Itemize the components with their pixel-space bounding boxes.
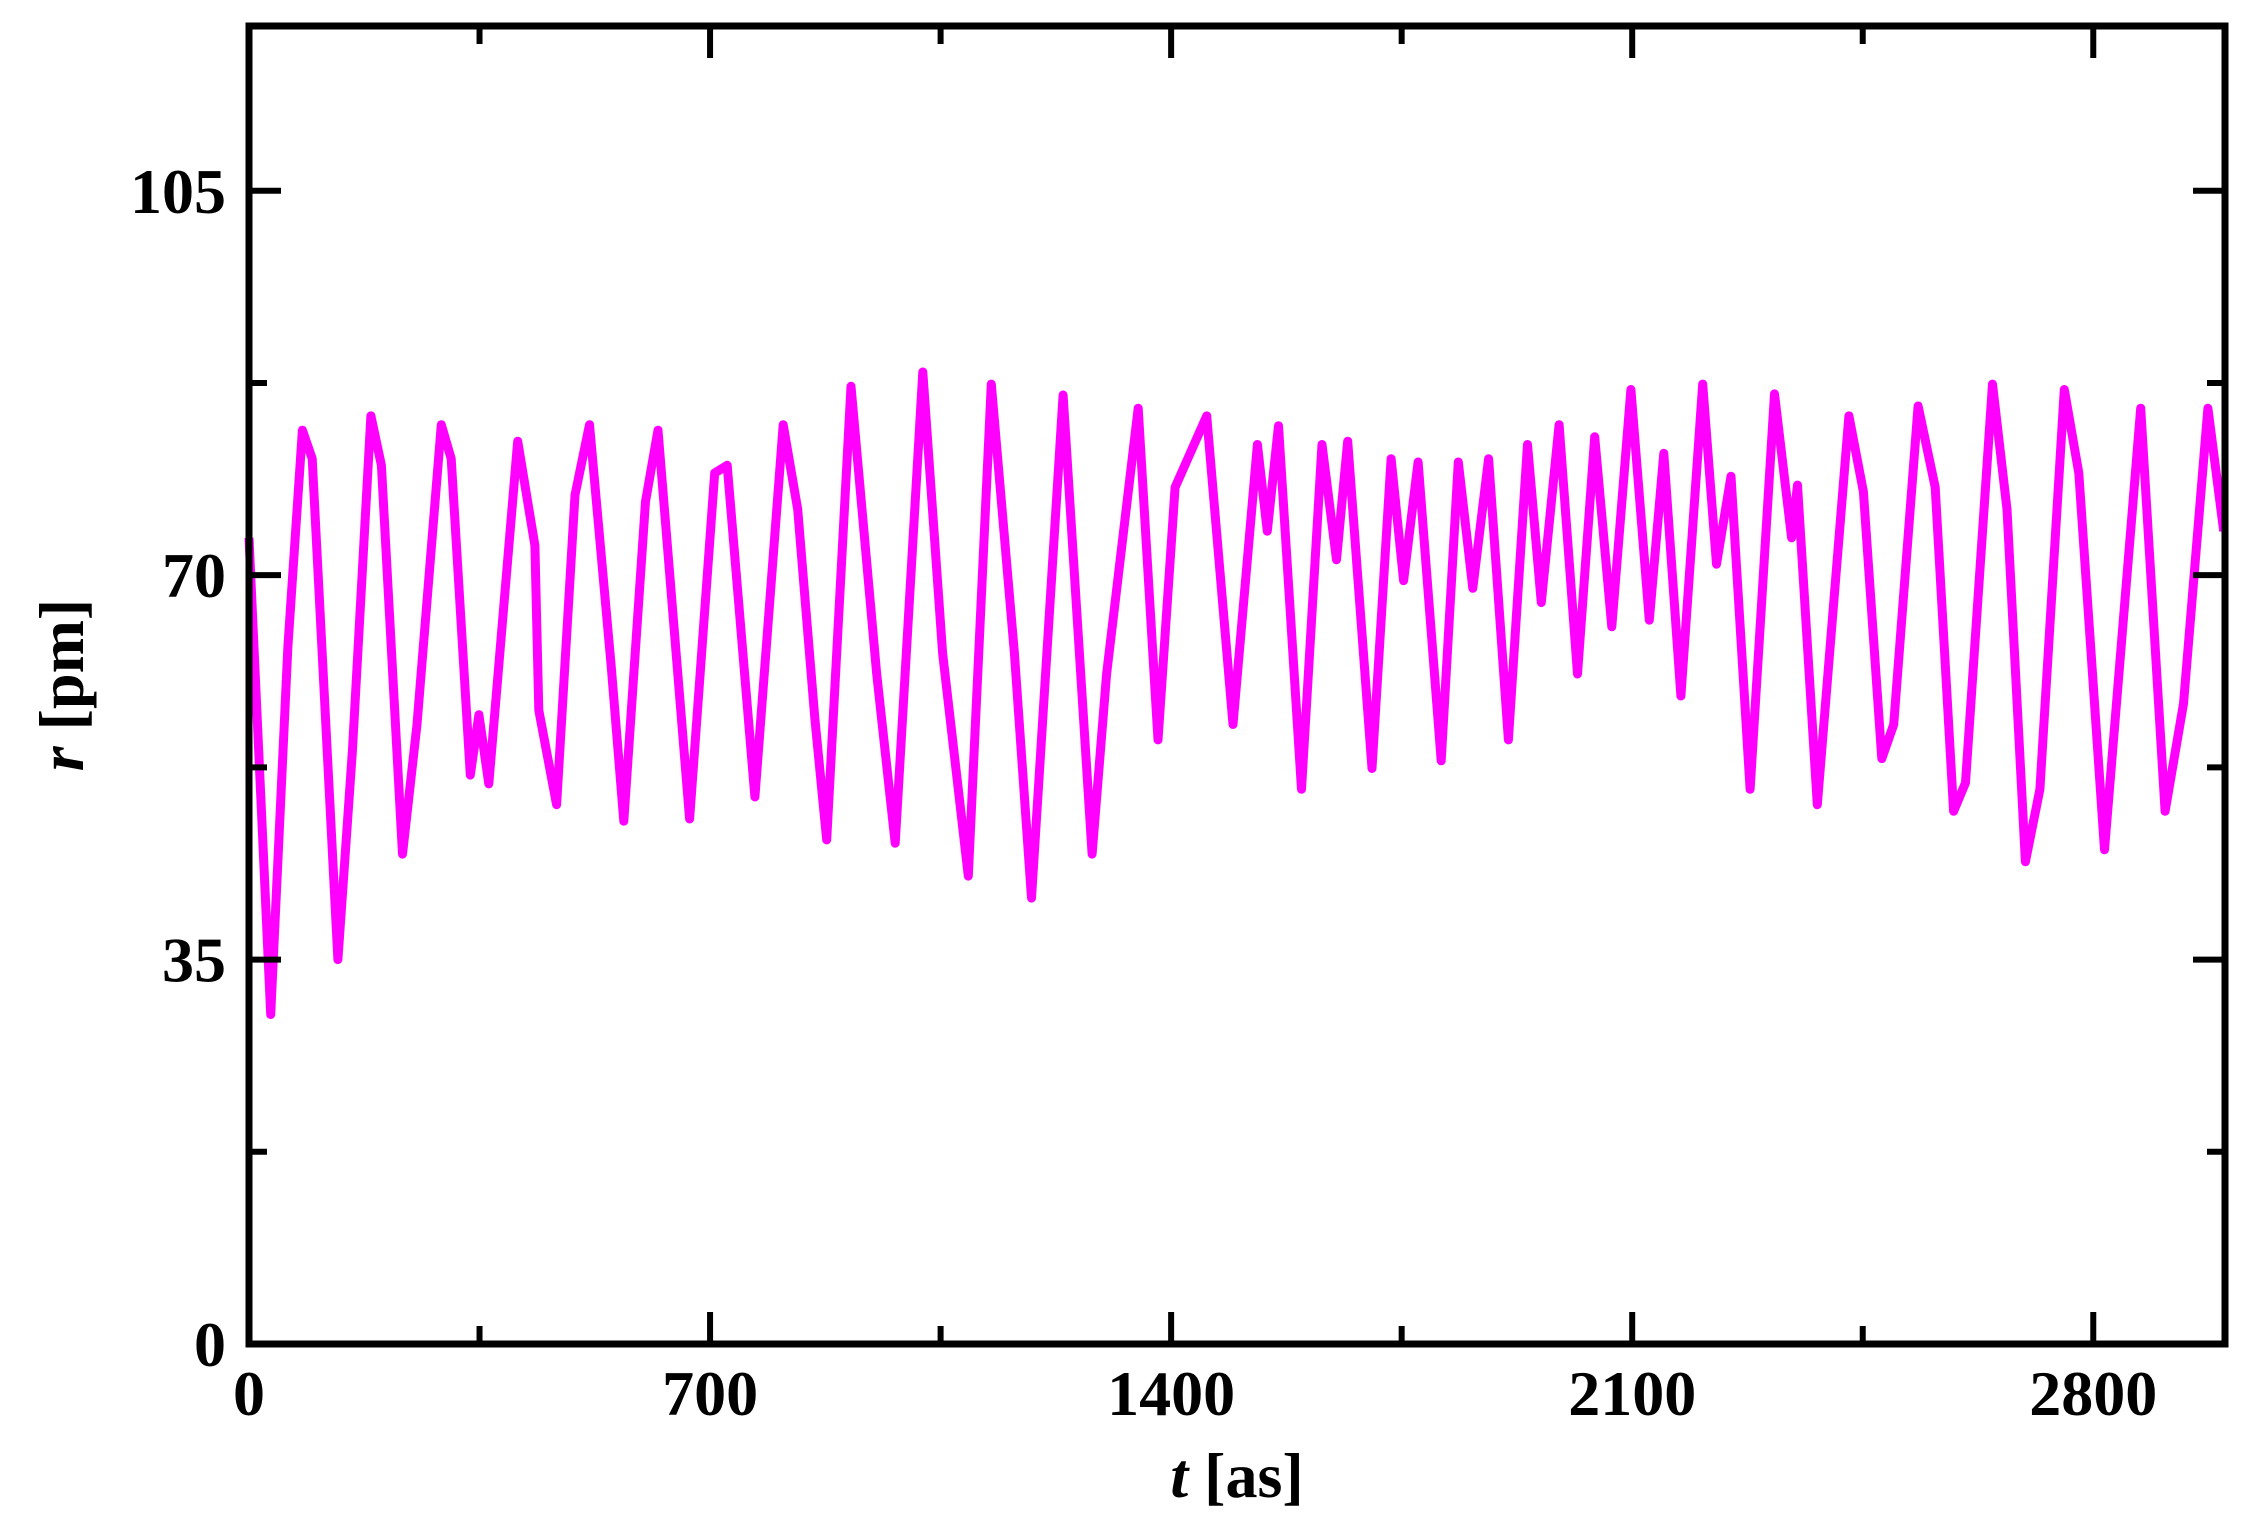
x-tick-label: 2800 — [2029, 1358, 2157, 1429]
x-tick-label: 2100 — [1568, 1358, 1696, 1429]
y-tick-label: 35 — [162, 925, 226, 996]
x-label-unit: [as] — [1204, 1440, 1304, 1511]
data-line — [244, 367, 2229, 1019]
x-label-var: t — [1170, 1440, 1190, 1511]
y-tick-label: 70 — [162, 540, 226, 611]
x-tick-label: 0 — [233, 1358, 265, 1429]
plot-frame — [245, 22, 2229, 1348]
y-tick-label: 0 — [194, 1309, 226, 1380]
y-axis-label: r [pm] — [26, 599, 97, 771]
x-tick-label: 700 — [662, 1358, 758, 1429]
x-tick-label: 1400 — [1107, 1358, 1235, 1429]
x-axis-label: t [as] — [1170, 1440, 1303, 1511]
y-label-var: r — [26, 745, 97, 771]
y-label-unit: [pm] — [26, 599, 97, 731]
y-tick-label: 105 — [130, 156, 226, 227]
